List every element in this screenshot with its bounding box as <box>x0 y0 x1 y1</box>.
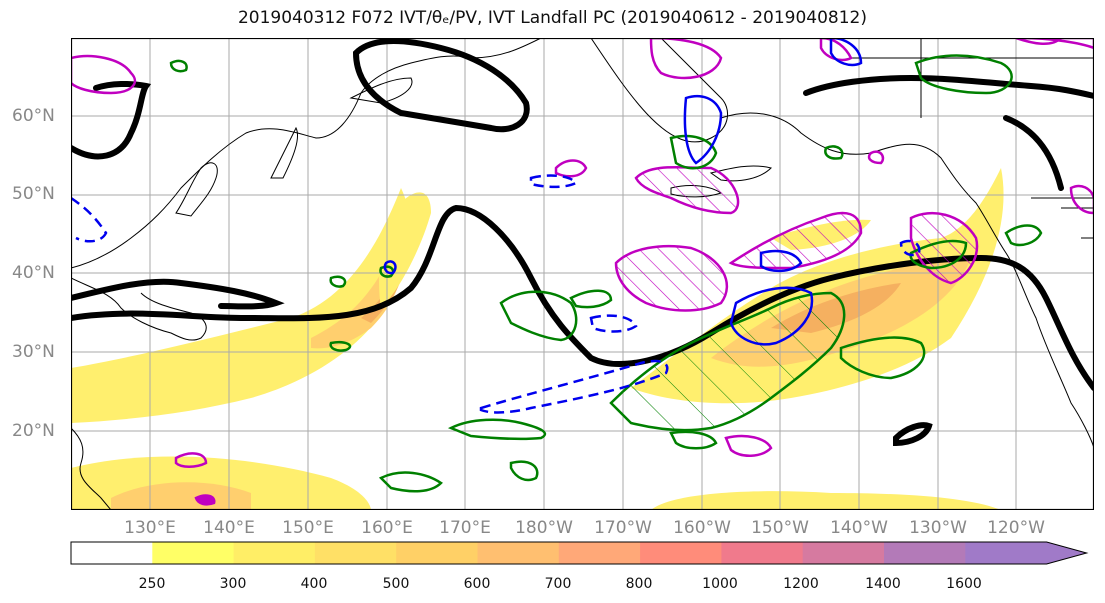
map-panel <box>71 38 1094 510</box>
colorbar-segment <box>802 542 885 564</box>
colorbar-tick-1400: 1400 <box>865 576 901 592</box>
colorbar-segment <box>640 542 722 564</box>
colorbar-tick-1200: 1200 <box>783 576 819 592</box>
colorbar-segment <box>233 542 316 564</box>
lon-label-140e: 140°E <box>203 518 255 538</box>
colorbar-segment <box>314 542 397 564</box>
lon-label-150w: 150°W <box>751 518 809 538</box>
colorbar-tick-1000: 1000 <box>702 576 738 592</box>
colorbar-tick-800: 800 <box>625 576 653 592</box>
colorbar-tick-500: 500 <box>382 576 410 592</box>
lon-label-140w: 140°W <box>830 518 888 538</box>
colorbar-segment <box>477 542 560 564</box>
lon-label-130e: 130°E <box>124 518 176 538</box>
ivt-colorbar <box>70 541 1089 565</box>
lat-label-60n: 60°N <box>12 106 55 126</box>
colorbar-segment <box>558 542 641 564</box>
lon-label-130w: 130°W <box>909 518 967 538</box>
lon-label-120w: 120°W <box>987 518 1045 538</box>
map-title: 2019040312 F072 IVT/θₑ/PV, IVT Landfall … <box>237 8 868 28</box>
colorbar-segment <box>396 542 478 564</box>
lon-label-170e: 170°E <box>439 518 491 538</box>
lat-label-50n: 50°N <box>12 184 55 204</box>
pv-positive-contours <box>169 54 1043 493</box>
colorbar-outline <box>70 541 1089 565</box>
colorbar-segment-extend <box>965 542 1087 564</box>
lat-label-40n: 40°N <box>12 263 55 283</box>
lat-label-20n: 20°N <box>12 421 55 441</box>
colorbar-tick-400: 400 <box>300 576 328 592</box>
lon-label-180w: 180°W <box>515 518 573 538</box>
landfall-contours <box>71 38 1094 506</box>
lon-label-150e: 150°E <box>282 518 334 538</box>
coastlines <box>71 38 1094 510</box>
colorbar-segment-below <box>71 542 153 564</box>
pv-negative-contours <box>71 38 921 414</box>
lon-label-170w: 170°W <box>594 518 652 538</box>
lat-label-30n: 30°N <box>12 342 55 362</box>
colorbar-tick-250: 250 <box>138 576 166 592</box>
colorbar-tick-700: 700 <box>544 576 572 592</box>
colorbar-tick-300: 300 <box>219 576 247 592</box>
lon-label-160e: 160°E <box>361 518 413 538</box>
lon-label-160w: 160°W <box>673 518 731 538</box>
theta-e-contours <box>71 38 1094 447</box>
colorbar-segment <box>721 542 804 564</box>
colorbar-tick-600: 600 <box>463 576 491 592</box>
colorbar-tick-1600: 1600 <box>946 576 982 592</box>
colorbar-segment <box>152 542 235 564</box>
colorbar-segment <box>884 542 966 564</box>
